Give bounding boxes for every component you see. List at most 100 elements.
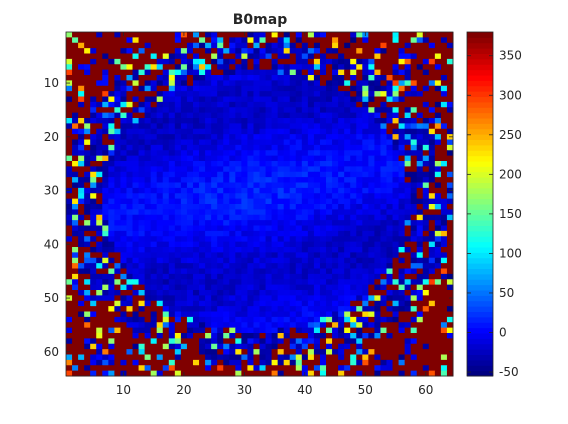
heatmap-cell [223,316,230,323]
heatmap-cell [78,236,85,243]
heatmap-cell [428,338,436,345]
heatmap-cell [259,155,267,162]
heatmap-cell [168,241,176,248]
heatmap-cell [289,343,297,350]
heatmap-cell [259,263,267,270]
heatmap-cell [362,144,369,151]
heatmap-cell [338,155,345,162]
heatmap-cell [205,128,212,135]
heatmap-cell [356,182,363,189]
heatmap-cell [374,58,381,65]
heatmap-cell [253,37,260,44]
heatmap-cell [84,32,91,38]
heatmap-cell [313,128,321,135]
heatmap-cell [229,295,236,302]
heatmap-cell [144,311,152,318]
heatmap-cell [289,134,297,141]
heatmap-cell [404,48,412,55]
heatmap-cell [126,85,134,92]
heatmap-cell [289,257,297,264]
heatmap-cell [108,96,115,103]
heatmap-cell [114,273,121,280]
heatmap-cell [150,91,158,98]
colorbar-band [467,107,493,114]
heatmap-cell [90,123,97,130]
heatmap-cell [102,187,109,194]
heatmap-cell [277,354,285,361]
heatmap-cell [114,209,121,216]
heatmap-cell [416,354,424,361]
heatmap-cell [102,134,109,141]
heatmap-cell [265,225,273,232]
heatmap-cell [326,42,333,49]
heatmap-cell [144,123,152,130]
heatmap-cell [253,252,260,259]
heatmap-cell [72,279,79,286]
heatmap-cell [126,349,134,356]
heatmap-cell [283,365,291,372]
heatmap-cell [313,333,321,339]
heatmap-cell [356,193,363,200]
heatmap-cell [289,187,297,194]
heatmap-cell [205,311,212,318]
heatmap-cell [362,171,369,178]
heatmap-cell [72,134,79,141]
heatmap-cell [259,96,267,103]
heatmap-cell [313,295,321,302]
heatmap-cell [398,370,406,377]
heatmap-cell [229,354,236,361]
heatmap-cell [102,349,109,356]
heatmap-cell [259,370,267,377]
heatmap-cell [344,365,351,372]
heatmap-cell [84,263,91,270]
heatmap-cell [156,75,164,81]
heatmap-cell [410,171,418,178]
heatmap-cell [301,177,309,184]
heatmap-cell [223,69,230,76]
heatmap-cell [422,80,430,87]
heatmap-cell [434,204,442,210]
heatmap-cell [422,177,430,184]
heatmap-cell [332,300,339,307]
heatmap-cell [416,359,424,366]
heatmap-cell [144,144,152,151]
heatmap-cell [446,263,454,270]
heatmap-cell [78,101,85,108]
heatmap-cell [356,96,363,103]
heatmap-cell [416,96,424,103]
heatmap-cell [362,316,369,323]
heatmap-cell [205,257,212,264]
heatmap-cell [205,139,212,146]
heatmap-cell [235,241,242,248]
heatmap-cell [84,123,91,130]
heatmap-cell [283,209,291,216]
heatmap-cell [241,42,248,49]
heatmap-cell [174,263,182,270]
heatmap-cell [368,85,375,92]
heatmap-cell [386,327,394,334]
heatmap-cell [368,193,375,200]
heatmap-cell [108,236,115,243]
heatmap-cell [241,177,248,184]
heatmap-cell [108,338,115,345]
heatmap-cell [392,64,400,71]
heatmap-cell [350,257,357,264]
heatmap-cell [422,85,430,92]
heatmap-cell [404,193,412,200]
heatmap-cell [253,128,260,135]
heatmap-cell [217,257,224,264]
heatmap-cell [404,225,412,232]
heatmap-cell [199,311,206,318]
heatmap-cell [211,354,218,361]
heatmap-cell [180,198,188,205]
heatmap-cell [422,139,430,146]
heatmap-cell [428,214,436,221]
heatmap-cell [428,193,436,200]
heatmap-cell [332,139,339,146]
heatmap-cell [289,139,297,146]
heatmap-cell [84,64,91,71]
heatmap-cell [241,220,248,227]
heatmap-cell [289,53,297,60]
heatmap-cell [422,187,430,194]
